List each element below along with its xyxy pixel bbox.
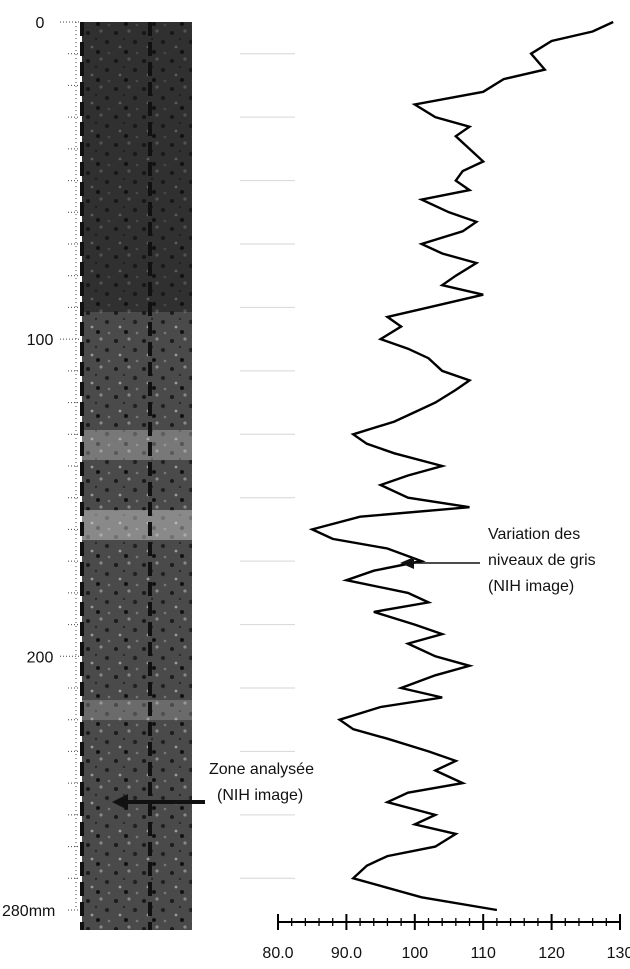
core-photo <box>80 22 192 930</box>
x-tick-label: 80.0 <box>262 945 293 962</box>
x-tick-label: 90.0 <box>331 945 362 962</box>
depth-axis: 0 100 200 280mm <box>2 15 80 920</box>
core-light-band <box>82 510 192 540</box>
annotation-zone: Zone analysée (NIH image) <box>112 761 314 810</box>
depth-tick-label: 280mm <box>2 903 55 920</box>
x-axis: 80.0 90.0 100 110 120 130 <box>262 914 630 962</box>
arrow-head-icon <box>112 794 128 810</box>
annotation-line: niveaux de gris <box>488 552 596 569</box>
annotation-grey-level: Variation des niveaux de gris (NIH image… <box>400 526 596 595</box>
series-line <box>308 20 614 912</box>
annotation-line: (NIH image) <box>488 578 574 595</box>
grey-level-series <box>308 20 614 912</box>
core-image <box>82 22 192 930</box>
x-tick-label: 110 <box>470 945 496 962</box>
x-tick-label: 120 <box>538 945 565 962</box>
core-dark-band <box>82 22 192 312</box>
depth-tick-label: 200 <box>27 649 54 666</box>
annotation-line: Zone analysée <box>209 761 314 778</box>
depth-tick-label: 0 <box>36 15 45 32</box>
depth-tick-label: 100 <box>27 332 54 349</box>
x-tick-label: 100 <box>401 945 428 962</box>
arrow-head-icon <box>400 557 414 569</box>
annotation-line: Variation des <box>488 526 580 543</box>
x-tick-label: 130 <box>607 945 630 962</box>
core-light-band <box>82 430 192 460</box>
annotation-line: (NIH image) <box>217 787 303 804</box>
guide-lines <box>240 53 295 879</box>
core-light-band <box>82 700 192 720</box>
